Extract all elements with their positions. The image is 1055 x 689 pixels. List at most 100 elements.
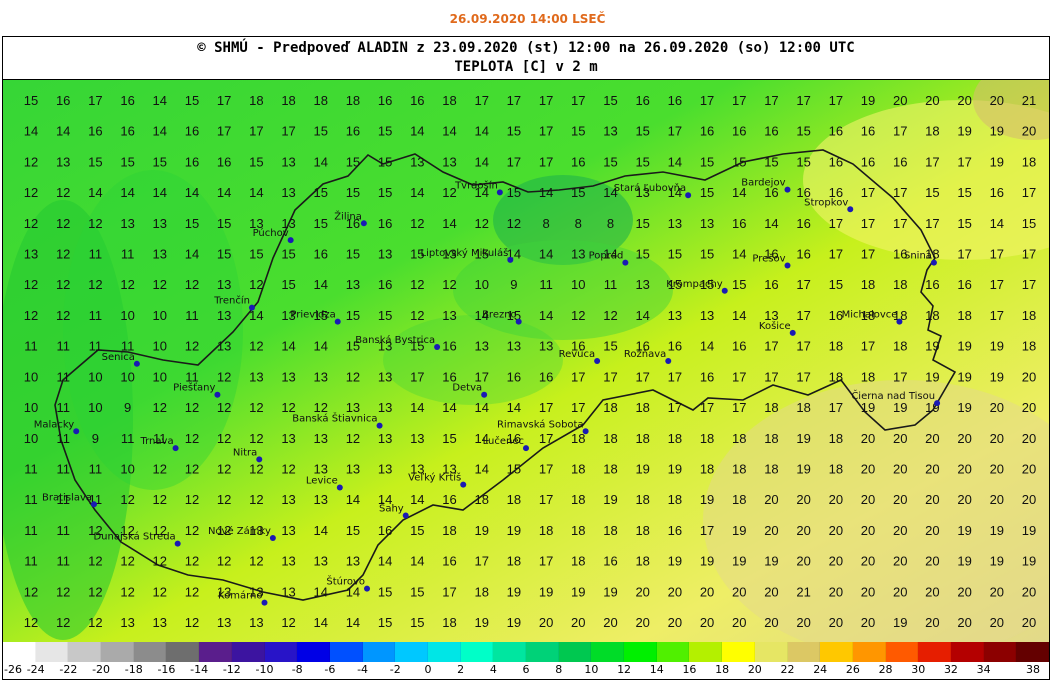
temperature-value: 12 (281, 461, 295, 476)
city-label: Revúca (559, 348, 596, 360)
temperature-value: 14 (507, 400, 521, 415)
temperature-value: 12 (571, 308, 585, 323)
temperature-field-6 (703, 380, 1049, 642)
city-label: Liptovský Mikuláš (421, 247, 509, 259)
temperature-value: 8 (542, 216, 549, 231)
temperature-value: 17 (893, 185, 907, 200)
color-legend (3, 642, 1049, 662)
temperature-value: 19 (700, 492, 714, 507)
legend-tick-label: 18 (715, 663, 730, 676)
city-marker (261, 599, 268, 606)
temperature-value: 16 (378, 277, 392, 292)
city-label: Michalovce (842, 310, 898, 321)
temperature-value: 13 (281, 185, 295, 200)
temperature-value: 13 (700, 308, 714, 323)
temperature-value: 12 (88, 615, 102, 630)
temperature-value: 12 (185, 339, 199, 354)
temperature-value: 16 (378, 523, 392, 538)
legend-swatch (1016, 642, 1049, 662)
temperature-value: 13 (217, 308, 231, 323)
temperature-value: 20 (990, 584, 1004, 599)
temperature-value: 19 (893, 615, 907, 630)
city-label: Košice (759, 320, 791, 332)
legend-swatch (591, 642, 625, 662)
temperature-value: 20 (957, 431, 971, 446)
legend-swatch (820, 642, 853, 662)
temperature-value: 19 (603, 492, 617, 507)
temperature-value: 20 (539, 615, 553, 630)
temperature-value: 10 (153, 369, 167, 384)
temperature-value: 8 (607, 216, 614, 231)
temperature-value: 14 (668, 154, 682, 169)
temperature-value: 18 (346, 93, 360, 108)
temperature-value: 12 (153, 584, 167, 599)
city-label: Senica (102, 352, 135, 363)
temperature-value: 18 (796, 400, 810, 415)
temperature-value: 12 (120, 523, 134, 538)
temperature-value: 20 (764, 492, 778, 507)
temperature-value: 14 (56, 124, 70, 139)
temperature-value: 20 (668, 615, 682, 630)
legend-swatch (101, 642, 134, 662)
temperature-value: 13 (217, 339, 231, 354)
temperature-value: 15 (378, 185, 392, 200)
temperature-value: 17 (732, 369, 746, 384)
temperature-value: 12 (185, 523, 199, 538)
temperature-value: 15 (217, 247, 231, 262)
temperature-value: 16 (120, 93, 134, 108)
temperature-value: 17 (668, 400, 682, 415)
temperature-value: 14 (668, 185, 682, 200)
temperature-value: 19 (539, 584, 553, 599)
temperature-value: 13 (153, 216, 167, 231)
temperature-value: 17 (539, 124, 553, 139)
city-marker (256, 456, 263, 463)
temperature-value: 18 (1022, 308, 1036, 323)
legend-tick-label: -26 (4, 663, 22, 676)
city-marker (789, 329, 796, 336)
temperature-value: 18 (1022, 339, 1036, 354)
temperature-value: 16 (893, 247, 907, 262)
temperature-value: 20 (635, 615, 649, 630)
temperature-value: 13 (281, 523, 295, 538)
temperature-value: 14 (185, 185, 199, 200)
temperature-value: 12 (217, 523, 231, 538)
temperature-value: 18 (668, 492, 682, 507)
temperature-value: 17 (507, 93, 521, 108)
temperature-value: 14 (474, 308, 488, 323)
temperature-value: 13 (281, 554, 295, 569)
temperature-value: 11 (56, 523, 70, 538)
temperature-value: 16 (442, 554, 456, 569)
temperature-value: 16 (539, 369, 553, 384)
temperature-value: 17 (1022, 247, 1036, 262)
temperature-value: 12 (153, 461, 167, 476)
temperature-value: 18 (829, 339, 843, 354)
temperature-value: 15 (700, 154, 714, 169)
temperature-value: 18 (603, 461, 617, 476)
temperature-value: 20 (861, 523, 875, 538)
temperature-value: 18 (507, 492, 521, 507)
temperature-value: 17 (861, 185, 875, 200)
temperature-value: 15 (185, 216, 199, 231)
temperature-value: 12 (249, 492, 263, 507)
temperature-value: 14 (346, 492, 360, 507)
temperature-value: 18 (474, 492, 488, 507)
temperature-value: 14 (474, 431, 488, 446)
legend-tick-label: 16 (682, 663, 697, 676)
legend-tick-label: 26 (845, 663, 860, 676)
temperature-value: 13 (24, 247, 38, 262)
temperature-value: 18 (829, 461, 843, 476)
temperature-value: 17 (990, 247, 1004, 262)
temperature-value: 20 (957, 461, 971, 476)
legend-swatch (3, 642, 36, 662)
temperature-value: 19 (957, 554, 971, 569)
temperature-value: 17 (796, 277, 810, 292)
temperature-value: 19 (668, 554, 682, 569)
city-marker (360, 220, 367, 227)
city-marker (334, 318, 341, 325)
temperature-value: 16 (700, 124, 714, 139)
temperature-value: 19 (571, 584, 585, 599)
temperature-value: 11 (604, 277, 618, 292)
temperature-value: 13 (668, 308, 682, 323)
temperature-value: 12 (88, 554, 102, 569)
city-marker (402, 512, 409, 519)
